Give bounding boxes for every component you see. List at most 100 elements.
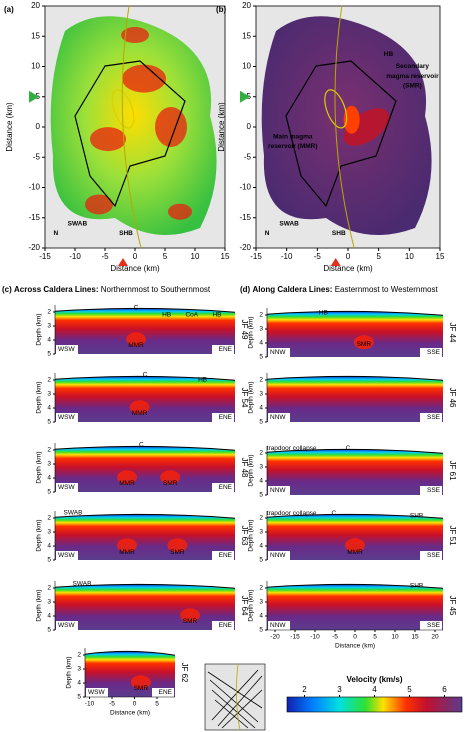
colorbar-tick-label: 6 — [442, 685, 447, 694]
y-tick-label: -20 — [239, 243, 251, 252]
direction-right: SSE — [427, 414, 441, 421]
direction-box — [212, 551, 234, 560]
low-velocity-body — [126, 332, 146, 347]
surface-line — [266, 448, 444, 454]
x-tick-label: 15 — [411, 634, 419, 641]
y-tick-label: 2 — [47, 447, 51, 454]
section-line-name: JF 49 — [240, 319, 249, 340]
map-annotation: Secondary — [396, 63, 430, 70]
section-line-name: JF 62 — [180, 662, 189, 683]
velocity-section — [55, 308, 235, 354]
surface-line — [266, 310, 444, 316]
x-tick-label: -15 — [39, 252, 51, 261]
colorbar-tick-label: 4 — [372, 685, 377, 694]
direction-right: ENE — [219, 346, 233, 353]
panel-title-text: Northernmost to Southernmost — [101, 285, 211, 294]
surface-line — [54, 583, 236, 589]
section-annotation: trapdoor collapse — [267, 510, 317, 517]
panel-label: (d) — [240, 285, 251, 294]
x-tick-label: 5 — [373, 634, 377, 641]
direction-right: ENE — [219, 484, 233, 491]
velocity-section — [55, 514, 235, 560]
x-tick-label: -5 — [314, 252, 322, 261]
panel-title-text: Easternmost to Westernmost — [335, 285, 439, 294]
x-tick-label: 0 — [133, 252, 138, 261]
section-annotation: HB — [319, 310, 328, 317]
section-line-name: JF 51 — [448, 525, 457, 546]
velocity-section — [55, 446, 235, 492]
section-annotation: SMR — [170, 549, 185, 556]
direction-box — [420, 621, 442, 630]
direction-box — [268, 621, 290, 630]
velocity-anomaly — [85, 194, 113, 215]
direction-box — [86, 688, 108, 697]
x-tick-label: -5 — [101, 252, 109, 261]
low-velocity-body — [117, 538, 137, 553]
section-line-name: JF 64 — [240, 595, 249, 616]
direction-box — [152, 688, 174, 697]
y-axis-label: Depth (km) — [36, 519, 43, 551]
y-tick-label: 4 — [47, 337, 51, 344]
y-axis-label: Distance (km) — [5, 102, 14, 152]
section-annotation: C — [346, 445, 351, 452]
y-tick-label: 4 — [47, 613, 51, 620]
direction-box — [56, 483, 78, 492]
direction-box — [212, 413, 234, 422]
fault-line — [334, 5, 355, 249]
velocity-section — [267, 584, 443, 630]
y-tick-label: 4 — [259, 478, 263, 485]
section-annotation: C — [332, 510, 337, 517]
y-tick-label: 4 — [259, 340, 263, 347]
direction-box — [268, 413, 290, 422]
section-annotation: HB — [212, 312, 221, 319]
velocity-map — [50, 16, 217, 236]
map-annotation: HB — [384, 51, 394, 58]
y-tick-label: 2 — [47, 585, 51, 592]
y-axis-label: Distance (km) — [217, 102, 226, 152]
y-tick-label: 10 — [242, 62, 251, 71]
velocity-section — [267, 449, 443, 495]
surface-line — [54, 513, 236, 519]
x-tick-label: 5 — [376, 252, 381, 261]
direction-right: ENE — [219, 552, 233, 559]
velocity-anomaly — [122, 64, 166, 93]
section-annotation: HB — [162, 312, 171, 319]
direction-left: WSW — [58, 346, 75, 353]
y-tick-label: 15 — [242, 31, 251, 40]
x-tick-label: -10 — [281, 252, 293, 261]
y-tick-label: 2 — [259, 312, 263, 319]
y-tick-label: 2 — [259, 377, 263, 384]
direction-right: ENE — [219, 622, 233, 629]
inset-map — [204, 663, 266, 731]
y-tick-label: 5 — [259, 419, 263, 426]
y-tick-label: 15 — [31, 31, 40, 40]
y-tick-label: -20 — [28, 243, 40, 252]
marker-red — [118, 258, 128, 266]
map-annotation: (SMR) — [403, 83, 422, 90]
direction-left: NNW — [270, 414, 286, 421]
low-velocity-body — [130, 675, 151, 690]
low-velocity-body — [117, 470, 137, 485]
colorbar — [286, 696, 463, 713]
direction-box — [212, 345, 234, 354]
velocity-anomaly — [168, 203, 192, 220]
caldera-rim — [324, 89, 348, 129]
section-annotation: SMR — [163, 480, 178, 487]
section-annotation: SHB — [410, 583, 423, 590]
y-tick-label: 2 — [259, 450, 263, 457]
map-annotation: SHB — [332, 230, 346, 237]
y-tick-label: 5 — [47, 557, 51, 564]
y-tick-label: 5 — [47, 627, 51, 634]
y-tick-label: 0 — [36, 122, 41, 131]
direction-left: WSW — [58, 552, 75, 559]
y-tick-label: -15 — [239, 213, 251, 222]
low-velocity-body — [167, 538, 188, 553]
y-tick-label: 4 — [47, 543, 51, 550]
direction-box — [56, 621, 78, 630]
section-line-name: JF 45 — [448, 595, 457, 616]
section-annotation: HB — [198, 377, 207, 384]
x-tick-label: 5 — [155, 701, 159, 708]
y-tick-label: 5 — [47, 489, 51, 496]
y-tick-label: 5 — [259, 354, 263, 361]
colorbar-tick-label: 3 — [337, 685, 342, 694]
